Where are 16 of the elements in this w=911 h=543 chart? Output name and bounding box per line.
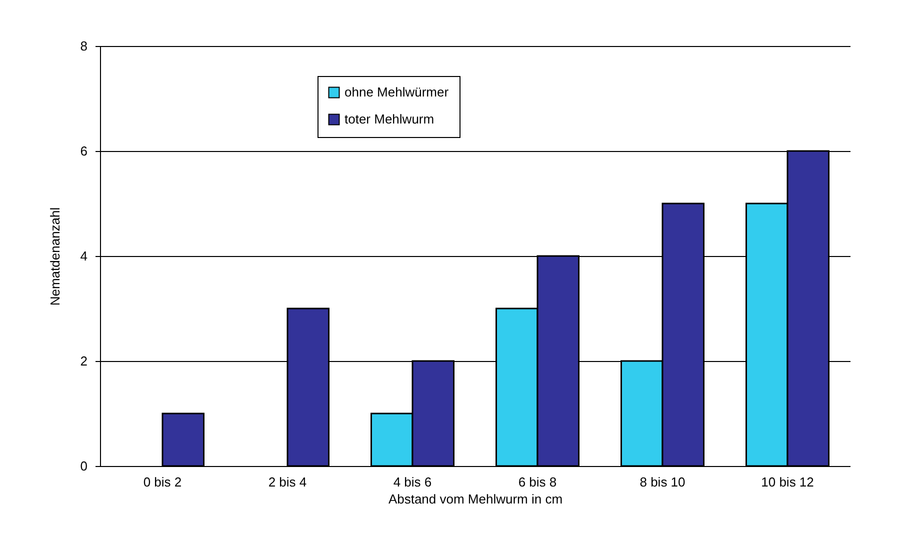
x-tick-label: 2 bis 4 (268, 474, 307, 490)
x-tick-label: 10 bis 12 (761, 474, 814, 490)
y-tick-label: 6 (80, 144, 88, 158)
y-tick-label: 0 (80, 458, 88, 474)
y-tick-label: 2 (80, 354, 88, 368)
y-tick-label: 8 (80, 38, 88, 54)
x-tick-label: 8 bis 10 (640, 474, 686, 490)
bar (162, 412, 204, 467)
x-tick-label: 0 bis 2 (143, 474, 182, 490)
x-tick-label: 4 bis 6 (393, 474, 432, 490)
legend-label: ohne Mehlwürmer (344, 84, 450, 100)
y-axis-title: Nematdenanzahl (47, 207, 62, 306)
y-tick-label: 4 (80, 248, 88, 264)
legend-label: toter Mehlwurm (344, 112, 434, 126)
x-axis-title: Abstand vom Mehlwurm in cm (388, 492, 563, 506)
x-tick-label: 6 bis 8 (518, 474, 557, 490)
